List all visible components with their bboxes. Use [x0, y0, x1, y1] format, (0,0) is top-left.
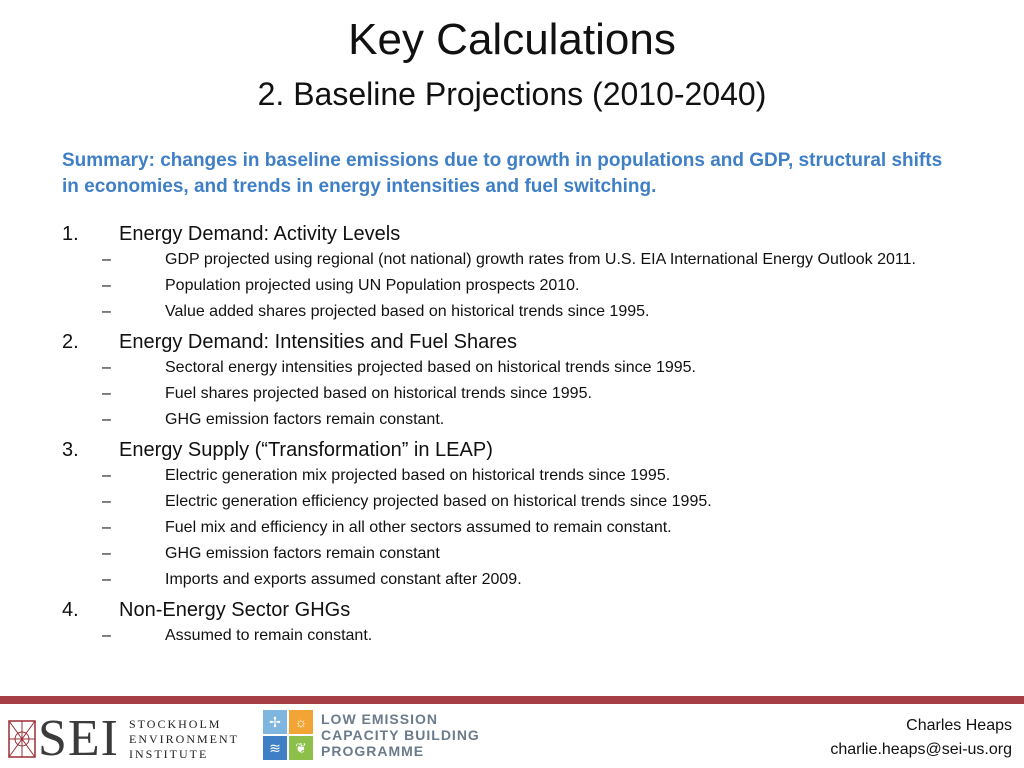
sub-item-text: Value added shares projected based on hi… — [165, 303, 650, 320]
sub-item-text: Fuel mix and efficiency in all other sec… — [165, 519, 672, 536]
sub-item: – Population projected using UN Populatio… — [62, 275, 982, 296]
author-email[interactable]: charlie.heaps@sei-us.org — [830, 741, 1012, 758]
section: 3. Energy Supply (“Transformation” in LEA… — [62, 435, 982, 590]
section: 4. Non-Energy Sector GHGs – Assumed to rema… — [62, 595, 982, 646]
slide-title: Key Calculations — [348, 15, 676, 64]
sub-item-text: Electric generation efficiency projected… — [165, 493, 712, 510]
section: 2. Energy Demand: Intensities and Fuel Sh… — [62, 327, 982, 430]
section: 1. Energy Demand: Activity Levels – GDP pro… — [62, 219, 982, 322]
section-heading-text: Energy Supply (“Transformation” in LEAP) — [119, 439, 493, 461]
dash-bullet: – — [102, 571, 111, 588]
section-heading: 4. Non-Energy Sector GHGs — [62, 595, 982, 625]
sub-item-text: Electric generation mix projected based … — [165, 467, 671, 484]
section-heading: 1. Energy Demand: Activity Levels — [62, 219, 982, 249]
dash-bullet: – — [102, 467, 111, 484]
leaf-icon: ❦ — [289, 736, 313, 760]
sub-item: – Fuel shares projected based on historic… — [62, 383, 982, 404]
sub-item: – GDP projected using regional (not natio… — [62, 249, 982, 270]
author-block: Charles Heaps charlie.heaps@sei-us.org — [830, 714, 1012, 762]
dash-bullet: – — [102, 545, 111, 562]
dash-bullet: – — [102, 359, 111, 376]
sub-item: – Fuel mix and efficiency in all other se… — [62, 517, 982, 538]
sub-item: – Sectoral energy intensities projected b… — [62, 357, 982, 378]
dash-bullet: – — [102, 251, 111, 268]
dash-bullet: – — [102, 277, 111, 294]
lecb-name-line: PROGRAMME — [321, 743, 425, 759]
section-heading: 3. Energy Supply (“Transformation” in LEA… — [62, 435, 982, 465]
section-heading: 2. Energy Demand: Intensities and Fuel Sh… — [62, 327, 982, 357]
sub-item-text: Fuel shares projected based on historica… — [165, 385, 592, 402]
sub-item-text: Population projected using UN Population… — [165, 277, 580, 294]
sub-item: – Value added shares projected based on h… — [62, 301, 982, 322]
sub-item: – GHG emission factors remain constant — [62, 543, 982, 564]
sei-name-line: INSTITUTE — [129, 746, 209, 761]
sub-item-text: Assumed to remain constant. — [165, 627, 373, 644]
sei-logo: SEI STOCKHOLM ENVIRONMENT INSTITUTE — [8, 710, 239, 767]
sei-name-line: STOCKHOLM — [129, 716, 222, 731]
section-number: 3. — [62, 439, 79, 461]
sei-mark-icon — [8, 720, 36, 758]
lecb-grid: ✢ ☼ ≋ ❦ — [263, 710, 313, 760]
wind-icon: ✢ — [263, 710, 287, 734]
section-number: 2. — [62, 331, 79, 353]
water-icon: ≋ — [263, 736, 287, 760]
lecb-name-line: CAPACITY BUILDING — [321, 727, 480, 743]
lecb-name: LOW EMISSION CAPACITY BUILDING PROGRAMME — [321, 711, 480, 759]
sei-name-line: ENVIRONMENT — [129, 731, 239, 746]
sub-item-text: GHG emission factors remain constant. — [165, 411, 445, 428]
footer-rule — [0, 696, 1024, 704]
sun-icon: ☼ — [289, 710, 313, 734]
sub-item-text: GHG emission factors remain constant — [165, 545, 440, 562]
lecb-name-line: LOW EMISSION — [321, 711, 438, 727]
lecb-logo: ✢ ☼ ≋ ❦ LOW EMISSION CAPACITY BUILDING P… — [263, 710, 480, 760]
sei-abbreviation: SEI — [38, 710, 119, 767]
sub-item: – GHG emission factors remain constant. — [62, 409, 982, 430]
sub-item-text: Imports and exports assumed constant aft… — [165, 571, 522, 588]
sub-item-text: Sectoral energy intensities projected ba… — [165, 359, 696, 376]
section-number: 4. — [62, 599, 79, 621]
section-heading-text: Non-Energy Sector GHGs — [119, 599, 351, 621]
dash-bullet: – — [102, 303, 111, 320]
summary-text: Summary: changes in baseline emissions d… — [62, 150, 943, 197]
sub-item: – Imports and exports assumed constant af… — [62, 569, 982, 590]
section-heading-text: Energy Demand: Activity Levels — [119, 223, 401, 245]
sei-name: STOCKHOLM ENVIRONMENT INSTITUTE — [129, 717, 239, 762]
sub-item: – Electric generation mix projected based… — [62, 465, 982, 486]
sub-item: – Assumed to remain constant. — [62, 625, 982, 646]
content-list: 1. Energy Demand: Activity Levels – GDP pro… — [62, 219, 982, 651]
section-number: 1. — [62, 223, 79, 245]
footer: SEI STOCKHOLM ENVIRONMENT INSTITUTE ✢ ☼ … — [0, 704, 1024, 768]
dash-bullet: – — [102, 411, 111, 428]
dash-bullet: – — [102, 627, 111, 644]
author-name: Charles Heaps — [906, 717, 1012, 734]
dash-bullet: – — [102, 385, 111, 402]
slide-subtitle: 2. Baseline Projections (2010-2040) — [257, 76, 767, 112]
dash-bullet: – — [102, 493, 111, 510]
sub-item-text: GDP projected using regional (not nation… — [165, 251, 916, 268]
section-heading-text: Energy Demand: Intensities and Fuel Shar… — [119, 331, 517, 353]
dash-bullet: – — [102, 519, 111, 536]
sub-item: – Electric generation efficiency projecte… — [62, 491, 982, 512]
